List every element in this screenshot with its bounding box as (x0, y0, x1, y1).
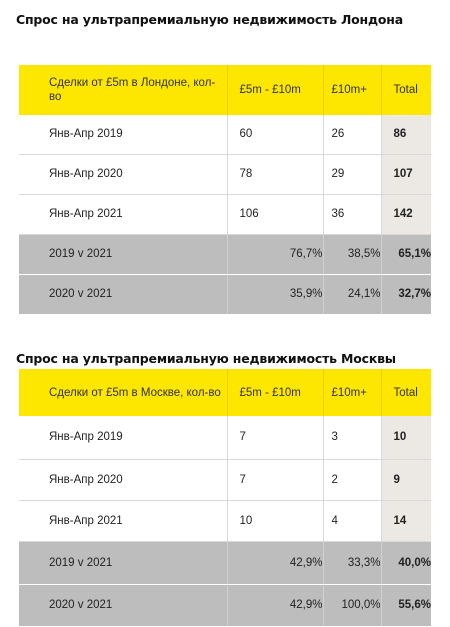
cell-value: 4 (323, 500, 382, 542)
london-header-row: Сделки от £5m в Лондоне, кол-во £5m - £1… (19, 65, 431, 115)
moscow-header-row: Сделки от £5m в Москве, кол-во £5m - £10… (19, 369, 431, 416)
cell-value: 36 (323, 194, 382, 235)
cell-value: 100,0% (323, 584, 382, 627)
cell-total: 142 (381, 194, 431, 235)
london-header-total: Total (381, 65, 431, 115)
london-header-label: Сделки от £5m в Лондоне, кол-во (19, 65, 228, 115)
compare-row: 2020 v 2021 42,9% 100,0% 55,6% (19, 584, 431, 627)
cell-value: 42,9% (227, 541, 324, 585)
cell-value: 33,3% (323, 541, 382, 585)
cell-value: 106 (227, 194, 324, 235)
row-label: 2019 v 2021 (19, 541, 228, 585)
moscow-table: Сделки от £5m в Москве, кол-во £5m - £10… (19, 369, 431, 627)
cell-value: 60 (227, 115, 324, 155)
london-table: Сделки от £5m в Лондоне, кол-во £5m - £1… (19, 65, 431, 315)
london-title: Спрос на ультрапремиальную недвижимость … (16, 12, 403, 27)
row-label: Янв-Апр 2020 (19, 154, 228, 195)
cell-value: 42,9% (227, 584, 324, 627)
cell-value: 29 (323, 154, 382, 195)
compare-row: 2019 v 2021 42,9% 33,3% 40,0% (19, 541, 431, 585)
row-label: 2020 v 2021 (19, 274, 228, 315)
cell-total: 86 (381, 115, 431, 155)
cell-total: 14 (381, 500, 431, 542)
row-label: Янв-Апр 2019 (19, 115, 228, 155)
moscow-header-total: Total (381, 369, 431, 416)
table-row: Янв-Апр 2019 7 3 10 (19, 416, 431, 460)
cell-total: 55,6% (381, 584, 431, 627)
cell-total: 107 (381, 154, 431, 195)
cell-value: 7 (227, 459, 324, 501)
cell-value: 38,5% (323, 234, 382, 275)
cell-value: 7 (227, 416, 324, 460)
cell-value: 3 (323, 416, 382, 460)
cell-total: 9 (381, 459, 431, 501)
cell-total: 40,0% (381, 541, 431, 585)
cell-total: 32,7% (381, 274, 431, 315)
table-row: Янв-Апр 2020 7 2 9 (19, 459, 431, 501)
cell-total: 10 (381, 416, 431, 460)
table-row: Янв-Апр 2021 106 36 142 (19, 194, 431, 235)
cell-value: 26 (323, 115, 382, 155)
table-row: Янв-Апр 2019 60 26 86 (19, 115, 431, 155)
row-label: Янв-Апр 2019 (19, 416, 228, 460)
cell-value: 76,7% (227, 234, 324, 275)
moscow-header-label: Сделки от £5m в Москве, кол-во (19, 369, 228, 416)
cell-value: 2 (323, 459, 382, 501)
london-header-col2: £10m+ (323, 65, 382, 115)
row-label: Янв-Апр 2021 (19, 500, 228, 542)
table-row: Янв-Апр 2020 78 29 107 (19, 154, 431, 195)
row-label: 2020 v 2021 (19, 584, 228, 627)
row-label: 2019 v 2021 (19, 234, 228, 275)
moscow-header-col2: £10m+ (323, 369, 382, 416)
row-label: Янв-Апр 2020 (19, 459, 228, 501)
london-header-col1: £5m - £10m (227, 65, 324, 115)
compare-row: 2020 v 2021 35,9% 24,1% 32,7% (19, 274, 431, 315)
moscow-header-col1: £5m - £10m (227, 369, 324, 416)
cell-value: 10 (227, 500, 324, 542)
row-label: Янв-Апр 2021 (19, 194, 228, 235)
cell-total: 65,1% (381, 234, 431, 275)
table-row: Янв-Апр 2021 10 4 14 (19, 500, 431, 542)
cell-value: 35,9% (227, 274, 324, 315)
cell-value: 78 (227, 154, 324, 195)
moscow-title: Спрос на ультрапремиальную недвижимость … (16, 351, 396, 366)
cell-value: 24,1% (323, 274, 382, 315)
compare-row: 2019 v 2021 76,7% 38,5% 65,1% (19, 234, 431, 275)
